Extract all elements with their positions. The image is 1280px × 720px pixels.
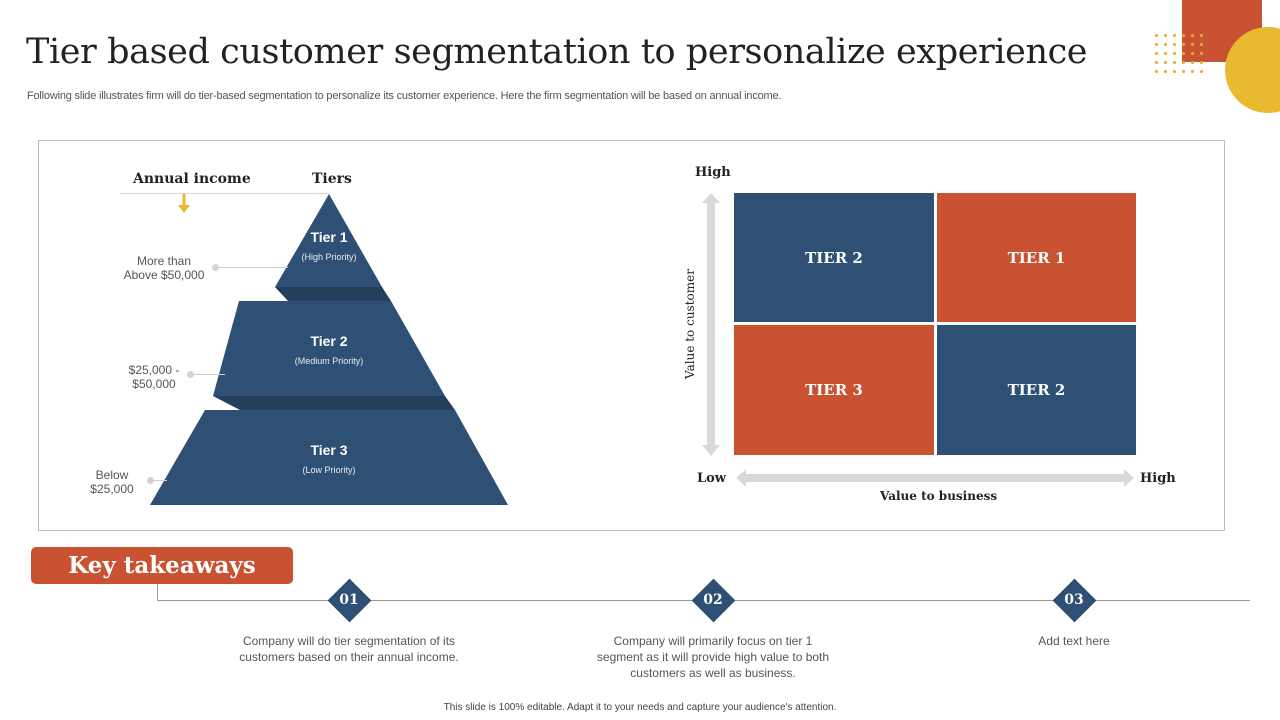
connector-line (191, 374, 225, 375)
takeaway-text-2: Company will primarily focus on tier 1 s… (596, 634, 830, 680)
tier-1-name: Tier 1 (310, 229, 348, 245)
x-axis-low-label: Low (697, 471, 727, 486)
key-takeaways-banner: Key takeaways (31, 547, 293, 584)
income-line: Below (95, 468, 129, 482)
connector-line (216, 267, 288, 268)
tier-1-priority: (High Priority) (301, 252, 357, 262)
tiers-header: Tiers (312, 171, 352, 187)
matrix-cell-top-left: TIER 2 (734, 193, 934, 322)
header-divider (120, 193, 330, 194)
income-line: $25,000 (90, 482, 134, 496)
tier-2-priority: (Medium Priority) (294, 356, 364, 366)
income-label-tier-1: More than Above $50,000 (114, 254, 214, 282)
matrix-cell-bottom-right: TIER 2 (937, 325, 1136, 455)
takeaway-text-3: Add text here (1038, 634, 1110, 648)
income-label-tier-2: $25,000 - $50,000 (104, 363, 204, 391)
content-frame (38, 140, 1225, 531)
timeline-connector (157, 584, 158, 601)
takeaway-number-2: 02 (703, 592, 723, 608)
footer-note: This slide is 100% editable. Adapt it to… (443, 702, 837, 713)
matrix-cell-bottom-left: TIER 3 (734, 325, 934, 455)
income-line: More than (136, 254, 192, 268)
connector-dot (212, 264, 219, 271)
page-title: Tier based customer segmentation to pers… (26, 32, 1088, 72)
y-axis-label: Value to customer (683, 269, 697, 379)
down-arrow-icon (178, 194, 190, 213)
page-subtitle: Following slide illustrates firm will do… (27, 90, 782, 102)
takeaway-text-1: Company will do tier segmentation of its… (239, 634, 459, 664)
income-line: Above $50,000 (123, 268, 205, 282)
x-axis-label: Value to business (880, 489, 998, 503)
takeaway-number-1: 01 (339, 592, 359, 608)
takeaway-number-3: 03 (1064, 592, 1084, 608)
connector-dot (187, 371, 194, 378)
tier-3-priority: (Low Priority) (302, 465, 356, 475)
tier-3-name: Tier 3 (310, 442, 348, 458)
connector-dot (147, 477, 154, 484)
income-line: $25,000 - (128, 363, 180, 377)
matrix-cell-top-right: TIER 1 (937, 193, 1136, 322)
income-label-tier-3: Below $25,000 (62, 468, 162, 496)
x-axis-arrow-icon (736, 469, 1134, 487)
tier-2-name: Tier 2 (310, 333, 348, 349)
connector-line (151, 480, 167, 481)
income-line: $50,000 (132, 377, 176, 391)
decorative-dot-grid (1152, 31, 1206, 75)
y-axis-arrow-icon (702, 193, 720, 456)
annual-income-header: Annual income (133, 171, 251, 187)
y-axis-high-label: High (695, 165, 731, 180)
x-axis-high-label: High (1140, 471, 1176, 486)
